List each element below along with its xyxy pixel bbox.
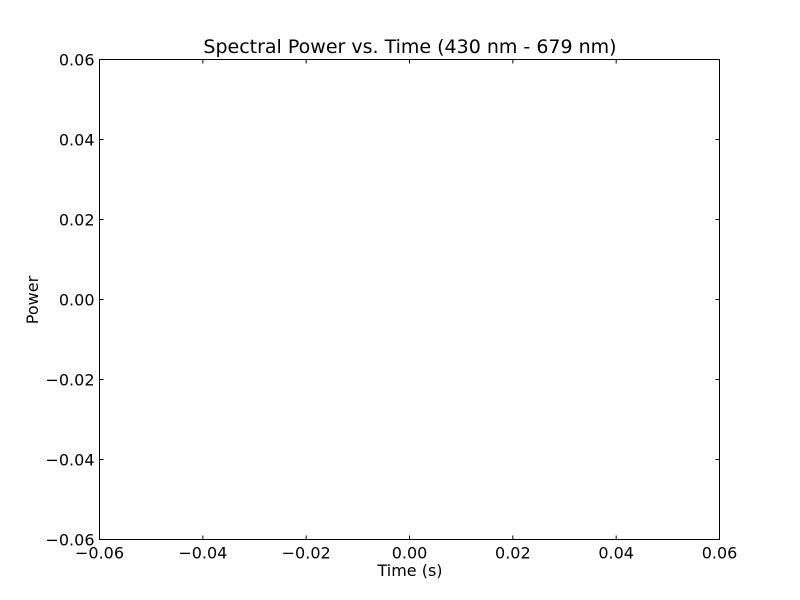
y-axis-label: Power [23, 275, 42, 324]
x-axis-label: Time (s) [376, 561, 442, 580]
y-tick-label: 0.04 [59, 131, 95, 150]
y-tick-label: 0.00 [59, 291, 95, 310]
x-tick-label: 0.02 [495, 544, 531, 563]
y-tick-label: −0.02 [45, 371, 94, 390]
y-tick-label: 0.06 [59, 51, 95, 70]
plot-area [99, 59, 720, 540]
y-tick-label: −0.06 [45, 531, 94, 550]
y-tick-label: −0.04 [45, 451, 94, 470]
x-axis: −0.06 −0.04 −0.02 0.00 0.02 0.04 0.06 [75, 59, 738, 563]
x-tick-label: 0.06 [702, 544, 738, 563]
y-tick-label: 0.02 [59, 211, 95, 230]
x-tick-label: −0.04 [178, 544, 227, 563]
x-tick-label: −0.06 [75, 544, 124, 563]
x-tick-label: −0.02 [282, 544, 331, 563]
x-tick-label: 0.04 [598, 544, 634, 563]
y-axis: −0.06 −0.04 −0.02 0.00 0.02 0.04 0.06 [45, 51, 720, 550]
x-tick-label: 0.00 [392, 544, 428, 563]
chart-title: Spectral Power vs. Time (430 nm - 679 nm… [203, 36, 616, 58]
